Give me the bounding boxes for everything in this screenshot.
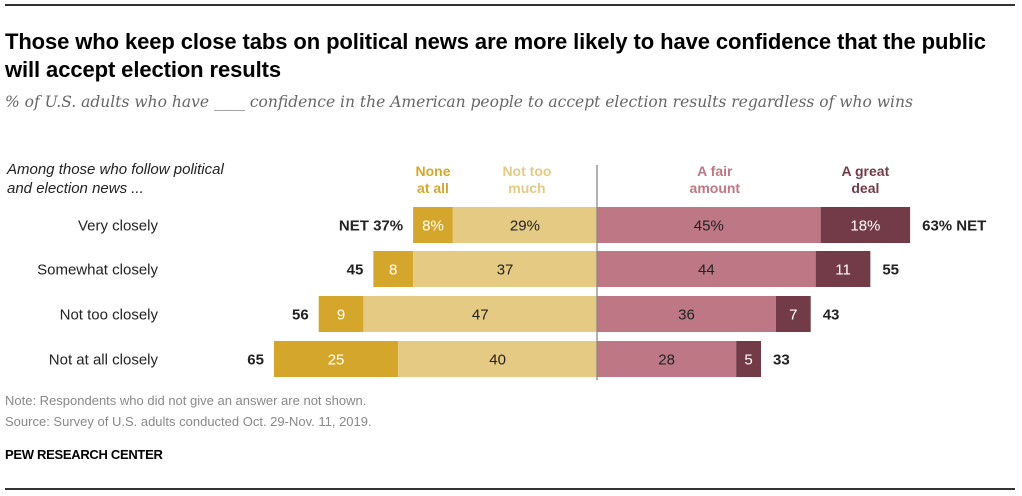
data-label-a-fair-amount-very-closely: 45% xyxy=(694,218,724,235)
chart-subtitle: % of U.S. adults who have ____ confidenc… xyxy=(5,93,913,111)
data-label-none-at-all-not-at-all-closely: 25 xyxy=(328,352,345,369)
bar-none-at-all-very-closely xyxy=(413,207,453,243)
data-label-a-fair-amount-not-at-all-closely: 28 xyxy=(658,352,675,369)
top-rule xyxy=(5,4,1015,6)
data-label-a-great-deal-somewhat-closely: 11 xyxy=(835,262,851,279)
legend-label-none-at-all: None xyxy=(415,163,450,179)
data-label-none-at-all-somewhat-closely: 8 xyxy=(389,262,397,279)
bar-a-great-deal-somewhat-closely xyxy=(815,251,871,287)
legend-label-a-fair-amount: amount xyxy=(690,180,741,196)
bar-a-fair-amount-very-closely xyxy=(597,207,821,243)
row-label-very-closely: Very closely xyxy=(78,218,159,235)
data-label-a-great-deal-very-closely: 18% xyxy=(850,218,880,235)
bar-a-great-deal-not-at-all-closely xyxy=(736,341,762,377)
bar-none-at-all-somewhat-closely xyxy=(373,251,414,287)
data-label-none-at-all-not-too-closely: 9 xyxy=(337,307,345,324)
chart-title: Those who keep close tabs on political n… xyxy=(5,29,986,82)
row-header-line-1: Among those who follow political xyxy=(7,161,224,178)
net-negative-label-not-too-closely: 56 xyxy=(292,307,309,324)
net-positive-label-not-too-closely: 43 xyxy=(823,307,840,324)
row-header-line-2: and election news ... xyxy=(7,180,144,197)
bar-not-too-much-somewhat-closely xyxy=(413,251,597,287)
net-negative-label-not-at-all-closely: 65 xyxy=(247,352,264,369)
bar-not-too-much-not-at-all-closely xyxy=(398,341,597,377)
bar-a-fair-amount-not-at-all-closely xyxy=(597,341,737,377)
data-label-a-great-deal-not-at-all-closely: 5 xyxy=(744,352,752,369)
bar-a-great-deal-very-closely xyxy=(820,207,911,243)
bottom-rule xyxy=(5,488,1015,490)
data-label-not-too-much-very-closely: 29% xyxy=(510,218,540,235)
legend-label-a-fair-amount: A fair xyxy=(697,163,733,179)
data-label-not-too-much-not-too-closely: 47 xyxy=(472,307,489,324)
net-negative-label-very-closely: NET 37% xyxy=(339,218,403,235)
data-label-not-too-much-not-at-all-closely: 40 xyxy=(489,352,506,369)
legend-label-not-too-much: Not too xyxy=(502,163,551,179)
note-text: Note: Respondents who did not give an an… xyxy=(5,393,367,408)
brand-logo-text: PEW RESEARCH CENTER xyxy=(5,447,163,462)
legend-label-a-great-deal: deal xyxy=(851,180,879,196)
net-positive-label-somewhat-closely: 55 xyxy=(882,262,899,279)
bar-a-fair-amount-somewhat-closely xyxy=(597,251,816,287)
bar-a-great-deal-not-too-closely xyxy=(775,296,811,332)
data-label-a-fair-amount-somewhat-closely: 44 xyxy=(698,262,715,279)
legend-label-none-at-all: at all xyxy=(417,180,449,196)
bar-not-too-much-not-too-closely xyxy=(363,296,597,332)
legend-label-a-great-deal: A great xyxy=(842,163,890,179)
source-text: Source: Survey of U.S. adults conducted … xyxy=(5,414,372,429)
net-positive-label-not-at-all-closely: 33 xyxy=(773,352,790,369)
net-negative-label-somewhat-closely: 45 xyxy=(347,262,364,279)
data-label-none-at-all-very-closely: 8% xyxy=(422,218,444,235)
bar-not-too-much-very-closely xyxy=(452,207,597,243)
net-positive-label-very-closely: 63% NET xyxy=(922,218,986,235)
data-label-a-fair-amount-not-too-closely: 36 xyxy=(678,307,695,324)
row-label-not-at-all-closely: Not at all closely xyxy=(49,352,159,369)
bar-none-at-all-not-too-closely xyxy=(318,296,364,332)
row-label-somewhat-closely: Somewhat closely xyxy=(37,262,158,279)
row-label-not-too-closely: Not too closely xyxy=(60,307,159,324)
bar-none-at-all-not-at-all-closely xyxy=(273,341,399,377)
data-label-a-great-deal-not-too-closely: 7 xyxy=(789,307,797,324)
legend-label-not-too-much: much xyxy=(508,180,545,196)
bar-a-fair-amount-not-too-closely xyxy=(597,296,776,332)
row-header: Among those who follow political and ele… xyxy=(7,160,224,198)
data-label-not-too-much-somewhat-closely: 37 xyxy=(497,262,514,279)
